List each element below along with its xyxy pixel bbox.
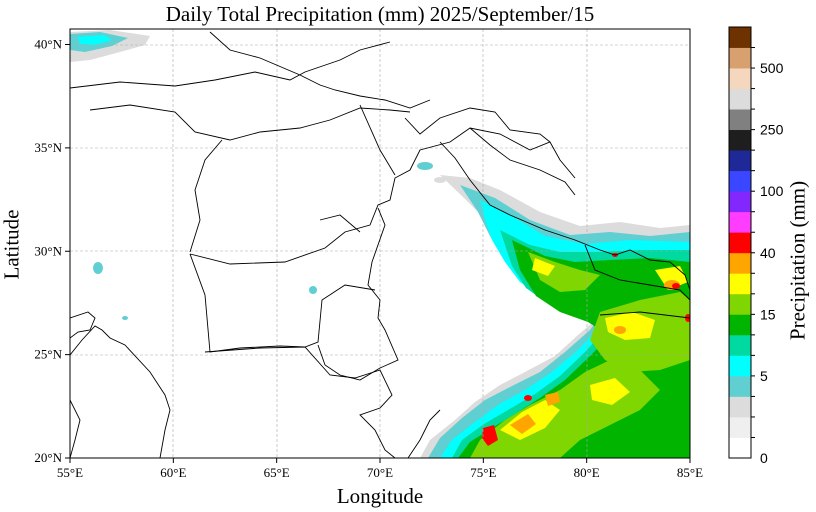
country-borders: [70, 31, 690, 381]
colorbar-tick-label: 500: [760, 60, 784, 76]
colorbar-frame: [728, 26, 752, 459]
latitude-ticks: 20°N 25°N 30°N 35°N 40°N: [34, 37, 70, 465]
colorbar: 0 5 15 40 100 250 500: [728, 26, 784, 466]
x-axis-label: Longitude: [336, 484, 424, 508]
lon-tick-label: 55°E: [57, 465, 83, 480]
colorbar-tick-label: 100: [760, 183, 784, 199]
colorbar-swatch: [729, 191, 751, 213]
colorbar-swatch: [729, 211, 751, 233]
longitude-ticks: 55°E 60°E 65°E 70°E 75°E 80°E 85°E: [57, 458, 703, 480]
colorbar-swatch: [729, 150, 751, 172]
colorbar-swatch: [729, 109, 751, 131]
lat-tick-label: 25°N: [34, 347, 62, 362]
precipitation-field: [70, 30, 690, 458]
colorbar-tick-label: 250: [760, 122, 784, 138]
colorbar-swatch: [729, 416, 751, 438]
lon-tick-label: 70°E: [367, 465, 393, 480]
chart-title: Daily Total Precipitation (mm) 2025/Sept…: [165, 2, 595, 26]
lon-tick-label: 80°E: [574, 465, 600, 480]
colorbar-tick-label: 0: [760, 450, 768, 466]
colorbar-swatch: [729, 252, 751, 274]
colorbar-swatch: [729, 355, 751, 377]
lon-tick-label: 60°E: [160, 465, 186, 480]
coastline: [70, 311, 441, 458]
lon-tick-label: 75°E: [470, 465, 496, 480]
lon-tick-label: 85°E: [677, 465, 703, 480]
colorbar-swatch: [729, 88, 751, 110]
colorbar-swatch: [729, 293, 751, 315]
colorbar-tick-label: 40: [760, 245, 776, 261]
colorbar-tick-label: 15: [760, 306, 776, 322]
colorbar-label: Precipitation (mm): [785, 180, 810, 341]
y-axis-label: Latitude: [0, 209, 24, 280]
colorbar-swatch: [729, 232, 751, 254]
lat-tick-label: 30°N: [34, 243, 62, 258]
lon-tick-label: 65°E: [264, 465, 290, 480]
lat-tick-label: 20°N: [34, 450, 62, 465]
lat-tick-label: 35°N: [34, 140, 62, 155]
map-gridlines: [70, 29, 690, 458]
colorbar-swatch: [729, 47, 751, 69]
colorbar-swatch: [729, 170, 751, 192]
colorbar-swatch: [729, 334, 751, 356]
colorbar-swatch: [729, 129, 751, 151]
colorbar-swatch: [729, 396, 751, 418]
colorbar-tick-label: 5: [760, 368, 768, 384]
colorbar-swatch: [729, 437, 751, 459]
lat-tick-label: 40°N: [34, 37, 62, 52]
colorbar-swatch: [729, 314, 751, 336]
colorbar-swatch: [729, 68, 751, 89]
colorbar-swatch: [729, 27, 751, 48]
colorbar-swatch: [729, 273, 751, 295]
colorbar-swatch: [729, 375, 751, 397]
